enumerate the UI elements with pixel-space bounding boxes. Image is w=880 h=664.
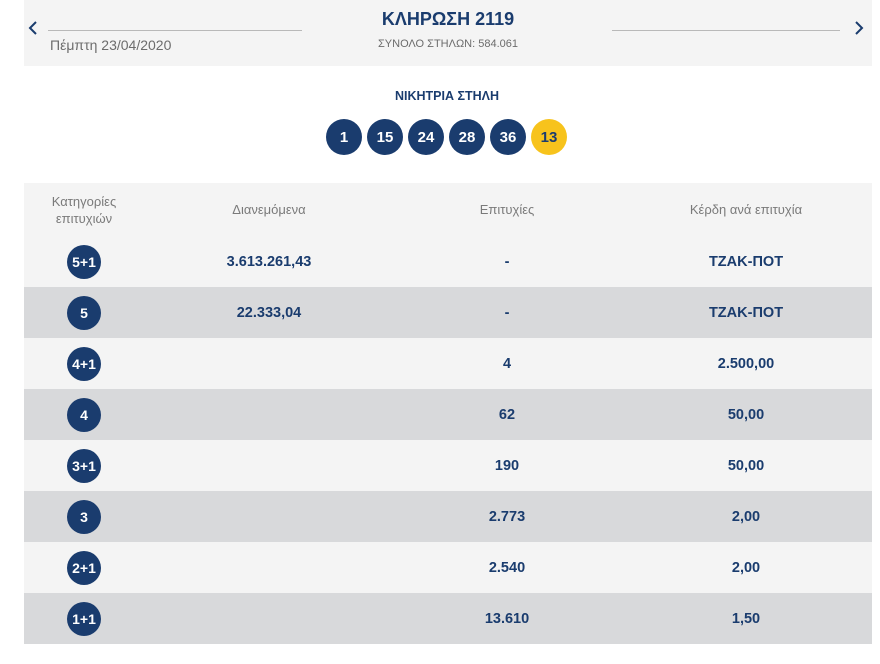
winning-number-ball: 28 [449,119,485,155]
bonus-number-ball: 13 [531,119,567,155]
prize-cell: 2.500,00 [717,355,775,372]
category-badge: 5 [67,295,101,330]
category-badge: 5+1 [67,244,101,279]
table-row: 4 62 50,00 [24,389,872,440]
table-row: 3 2.773 2,00 [24,491,872,542]
winning-number-ball: 24 [408,119,444,155]
winners-cell: 13.610 [484,610,530,627]
prize-table: Κατηγορίες επιτυχιών Διανεμόμενα Επιτυχί… [24,183,872,644]
winners-cell: 190 [494,457,520,474]
header-divider-right [612,30,840,31]
chevron-left-icon [28,21,37,35]
winners-cell: 2.540 [488,559,526,576]
next-draw-button[interactable] [850,16,868,40]
table-header: Κατηγορίες επιτυχιών Διανεμόμενα Επιτυχί… [24,183,872,236]
winning-number-ball: 36 [490,119,526,155]
category-badge: 4 [67,397,101,432]
winning-numbers: 1 15 24 28 36 13 [326,119,567,155]
winners-cell: - [504,253,510,270]
total-columns: ΣΥΝΟΛΟ ΣΤΗΛΩΝ: 584.061 [377,38,519,50]
header-distributed: Διανεμόμενα [232,202,306,217]
header-divider-left [48,30,302,31]
winning-number-ball: 15 [367,119,403,155]
distributed-cell: 22.333,04 [236,304,302,321]
winning-number-ball: 1 [326,119,362,155]
category-badge: 1+1 [67,601,101,636]
draw-header: Πέμπτη 23/04/2020 ΚΛΗΡΩΣΗ 2119 ΣΥΝΟΛΟ ΣΤ… [24,0,872,66]
distributed-cell: 3.613.261,43 [226,253,312,270]
table-row: 4+1 4 2.500,00 [24,338,872,389]
table-row: 5+1 3.613.261,43 - ΤΖΑΚ-ΠΟΤ [24,236,872,287]
header-winners: Επιτυχίες [479,202,535,217]
winning-column-title: ΝΙΚΗΤΡΙΑ ΣΤΗΛΗ [394,89,500,103]
prize-cell: 50,00 [727,406,765,423]
winners-cell: - [504,304,510,321]
table-row: 1+1 13.610 1,50 [24,593,872,644]
category-badge: 3+1 [67,448,101,483]
header-prize: Κέρδη ανά επιτυχία [689,202,803,217]
header-category: Κατηγορίες επιτυχιών [24,193,144,227]
prize-cell: 1,50 [731,610,761,627]
draw-date: Πέμπτη 23/04/2020 [50,37,172,53]
prev-draw-button[interactable] [24,16,42,40]
draw-title: ΚΛΗΡΩΣΗ 2119 [381,9,515,29]
header-category-line1: Κατηγορίες [51,193,117,209]
prize-cell: 50,00 [727,457,765,474]
header-category-line2: επιτυχιών [55,210,113,226]
prize-cell: ΤΖΑΚ-ΠΟΤ [708,253,784,270]
winners-cell: 2.773 [488,508,526,525]
winners-cell: 62 [498,406,516,423]
table-row: 2+1 2.540 2,00 [24,542,872,593]
prize-cell: ΤΖΑΚ-ΠΟΤ [708,304,784,321]
table-row: 3+1 190 50,00 [24,440,872,491]
prize-cell: 2,00 [731,508,761,525]
prize-cell: 2,00 [731,559,761,576]
category-badge: 4+1 [67,346,101,381]
category-badge: 2+1 [67,550,101,585]
table-row: 5 22.333,04 - ΤΖΑΚ-ΠΟΤ [24,287,872,338]
category-badge: 3 [67,499,101,534]
winners-cell: 4 [502,355,512,372]
chevron-right-icon [855,21,864,35]
